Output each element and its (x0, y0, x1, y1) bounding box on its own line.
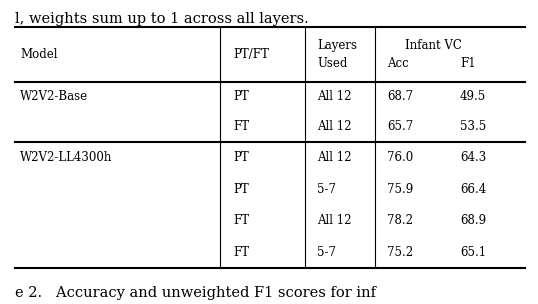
Text: All 12: All 12 (317, 120, 351, 133)
Text: W2V2-LL4300h: W2V2-LL4300h (20, 151, 112, 164)
Text: FT: FT (233, 214, 249, 227)
Text: 76.0: 76.0 (387, 151, 413, 164)
Text: 5-7: 5-7 (317, 183, 336, 196)
Text: All 12: All 12 (317, 91, 351, 103)
Text: Acc: Acc (387, 57, 409, 70)
Text: 75.2: 75.2 (387, 246, 413, 259)
Text: e 2.   Accuracy and unweighted F1 scores for inf: e 2. Accuracy and unweighted F1 scores f… (15, 286, 376, 300)
Text: F1: F1 (460, 57, 476, 70)
Text: PT: PT (233, 183, 249, 196)
Text: 53.5: 53.5 (460, 120, 486, 133)
Text: All 12: All 12 (317, 214, 351, 227)
Text: PT: PT (233, 91, 249, 103)
Text: 65.1: 65.1 (460, 246, 486, 259)
Text: 65.7: 65.7 (387, 120, 413, 133)
Text: FT: FT (233, 120, 249, 133)
Text: 66.4: 66.4 (460, 183, 486, 196)
Text: All 12: All 12 (317, 151, 351, 164)
Text: 49.5: 49.5 (460, 91, 486, 103)
Text: Model: Model (20, 48, 58, 61)
Text: l, weights sum up to 1 across all layers.: l, weights sum up to 1 across all layers… (15, 12, 309, 26)
Text: 78.2: 78.2 (387, 214, 413, 227)
Text: 68.9: 68.9 (460, 214, 486, 227)
Text: Infant VC: Infant VC (405, 39, 462, 52)
Text: 64.3: 64.3 (460, 151, 486, 164)
Text: Layers: Layers (317, 39, 357, 52)
Text: PT/FT: PT/FT (233, 48, 269, 61)
Text: FT: FT (233, 246, 249, 259)
Text: Used: Used (317, 57, 348, 70)
Text: PT: PT (233, 151, 249, 164)
Text: 5-7: 5-7 (317, 246, 336, 259)
Text: W2V2-Base: W2V2-Base (20, 91, 88, 103)
Text: 68.7: 68.7 (387, 91, 413, 103)
Text: 75.9: 75.9 (387, 183, 413, 196)
